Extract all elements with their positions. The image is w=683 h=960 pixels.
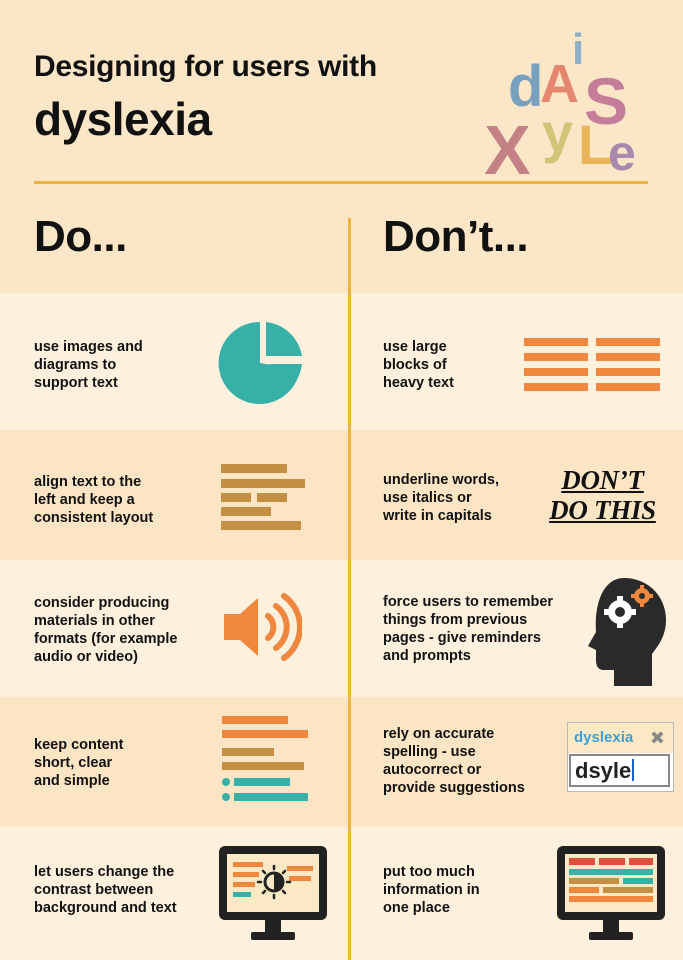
cluttered-monitor-icon (557, 846, 665, 940)
suggestion-text: dyslexia (574, 729, 634, 746)
logo-letter-A: A (540, 54, 579, 114)
contrast-monitor-icon (219, 846, 327, 940)
do-item-4: keep content short, clear and simple (34, 737, 124, 789)
row-background-3 (0, 560, 683, 697)
speaker-icon (224, 593, 302, 661)
logo-letter-i: i (572, 25, 584, 74)
logo-letter-e: e (608, 125, 636, 181)
logo-letter-S: S (584, 64, 628, 138)
spelling-input[interactable]: dsyle (569, 754, 670, 787)
do-item-3: consider producing materials in other fo… (34, 595, 178, 665)
dont-item-4: rely on accurate spelling - use autocorr… (383, 726, 525, 796)
pie-chart-icon (218, 321, 302, 404)
logo-letter-X: X (484, 111, 531, 184)
spelling-suggestion[interactable]: dyslexia ✖ (568, 723, 673, 753)
short-lines-icon (222, 716, 308, 801)
page-title-line1: Designing for users with (34, 50, 377, 83)
logo-letter-y: y (542, 101, 573, 164)
dont-column-heading: Don’t... (383, 212, 529, 261)
dont-item-3: force users to remember things from prev… (383, 594, 554, 664)
row-background-1 (0, 293, 683, 430)
typed-text: dsyle (575, 758, 632, 783)
close-icon[interactable]: ✖ (649, 728, 665, 748)
dont-this-example: DON’T DO THIS (540, 465, 665, 525)
dont-item-2: underline words, use italics or write in… (383, 472, 500, 524)
do-item-1: use images and diagrams to support text (34, 339, 143, 391)
text-caret (632, 759, 635, 781)
page-title-line2: dyslexia (34, 93, 212, 145)
logo-letter-L: L (578, 113, 612, 176)
dont-item-1: use large blocks of heavy text (383, 339, 454, 391)
dont-this-line2: DO THIS (549, 495, 656, 525)
logo-letter-d: d (508, 54, 543, 119)
spelling-suggestion-widget: dyslexia ✖ dsyle (567, 722, 674, 792)
do-column-heading: Do... (34, 212, 127, 261)
dyslexia-letters-logo: i d A S X y L e (484, 25, 636, 184)
dont-this-line1: DON’T (561, 465, 644, 495)
head-gears-icon (588, 578, 666, 686)
heavy-text-blocks-icon (524, 338, 660, 391)
left-aligned-text-icon (221, 464, 305, 530)
dont-item-5: put too much information in one place (383, 864, 480, 916)
do-item-5: let users change the contrast between ba… (34, 864, 177, 916)
column-divider (348, 218, 351, 960)
header-divider (34, 181, 648, 184)
row-background-2 (0, 430, 683, 560)
do-item-2: align text to the left and keep a consis… (34, 474, 154, 526)
